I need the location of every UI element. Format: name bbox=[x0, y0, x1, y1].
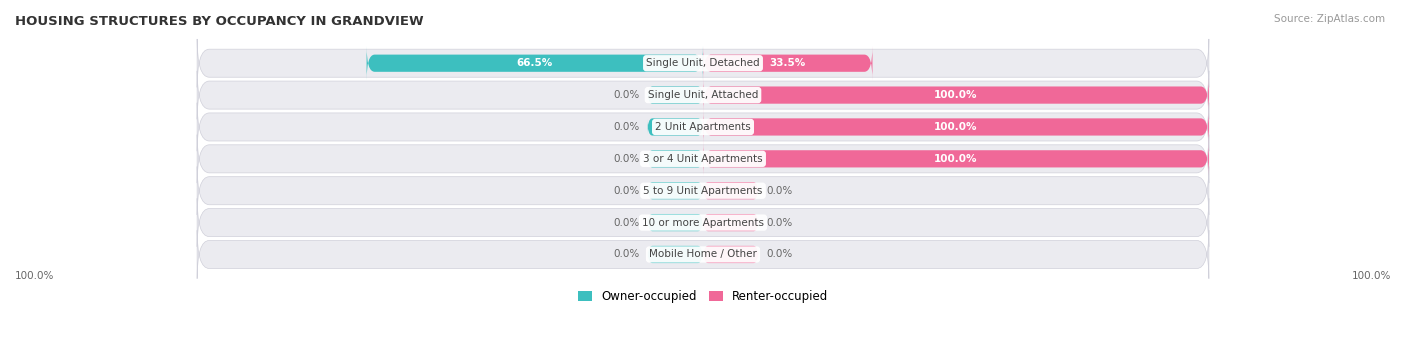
FancyBboxPatch shape bbox=[647, 118, 703, 135]
FancyBboxPatch shape bbox=[197, 39, 1209, 88]
Text: Mobile Home / Other: Mobile Home / Other bbox=[650, 249, 756, 260]
FancyBboxPatch shape bbox=[703, 46, 873, 80]
FancyBboxPatch shape bbox=[197, 71, 1209, 119]
Text: 33.5%: 33.5% bbox=[769, 58, 806, 68]
Text: Single Unit, Detached: Single Unit, Detached bbox=[647, 58, 759, 68]
FancyBboxPatch shape bbox=[197, 103, 1209, 151]
Text: 66.5%: 66.5% bbox=[516, 58, 553, 68]
Text: Single Unit, Attached: Single Unit, Attached bbox=[648, 90, 758, 100]
Text: 0.0%: 0.0% bbox=[766, 218, 793, 227]
Text: 100.0%: 100.0% bbox=[934, 154, 977, 164]
Text: Source: ZipAtlas.com: Source: ZipAtlas.com bbox=[1274, 14, 1385, 24]
Text: 100.0%: 100.0% bbox=[934, 90, 977, 100]
FancyBboxPatch shape bbox=[197, 167, 1209, 215]
FancyBboxPatch shape bbox=[647, 150, 703, 168]
Text: 0.0%: 0.0% bbox=[613, 90, 640, 100]
Text: 2 Unit Apartments: 2 Unit Apartments bbox=[655, 122, 751, 132]
Legend: Owner-occupied, Renter-occupied: Owner-occupied, Renter-occupied bbox=[572, 285, 834, 307]
FancyBboxPatch shape bbox=[703, 142, 1209, 176]
FancyBboxPatch shape bbox=[647, 246, 703, 263]
Text: 0.0%: 0.0% bbox=[613, 122, 640, 132]
FancyBboxPatch shape bbox=[197, 230, 1209, 279]
FancyBboxPatch shape bbox=[703, 110, 1209, 144]
Text: 100.0%: 100.0% bbox=[934, 122, 977, 132]
Text: 10 or more Apartments: 10 or more Apartments bbox=[643, 218, 763, 227]
FancyBboxPatch shape bbox=[367, 46, 703, 80]
Text: HOUSING STRUCTURES BY OCCUPANCY IN GRANDVIEW: HOUSING STRUCTURES BY OCCUPANCY IN GRAND… bbox=[15, 15, 423, 28]
FancyBboxPatch shape bbox=[647, 87, 703, 104]
FancyBboxPatch shape bbox=[197, 135, 1209, 183]
Text: 100.0%: 100.0% bbox=[1351, 271, 1391, 281]
FancyBboxPatch shape bbox=[703, 182, 759, 199]
Text: 5 to 9 Unit Apartments: 5 to 9 Unit Apartments bbox=[644, 186, 762, 196]
Text: 0.0%: 0.0% bbox=[766, 249, 793, 260]
Text: 0.0%: 0.0% bbox=[613, 154, 640, 164]
FancyBboxPatch shape bbox=[703, 78, 1209, 112]
Text: 0.0%: 0.0% bbox=[613, 249, 640, 260]
Text: 0.0%: 0.0% bbox=[613, 186, 640, 196]
Text: 3 or 4 Unit Apartments: 3 or 4 Unit Apartments bbox=[643, 154, 763, 164]
FancyBboxPatch shape bbox=[647, 182, 703, 199]
Text: 0.0%: 0.0% bbox=[613, 218, 640, 227]
Text: 0.0%: 0.0% bbox=[766, 186, 793, 196]
FancyBboxPatch shape bbox=[703, 246, 759, 263]
FancyBboxPatch shape bbox=[703, 214, 759, 231]
FancyBboxPatch shape bbox=[647, 214, 703, 231]
FancyBboxPatch shape bbox=[197, 198, 1209, 247]
Text: 100.0%: 100.0% bbox=[15, 271, 55, 281]
